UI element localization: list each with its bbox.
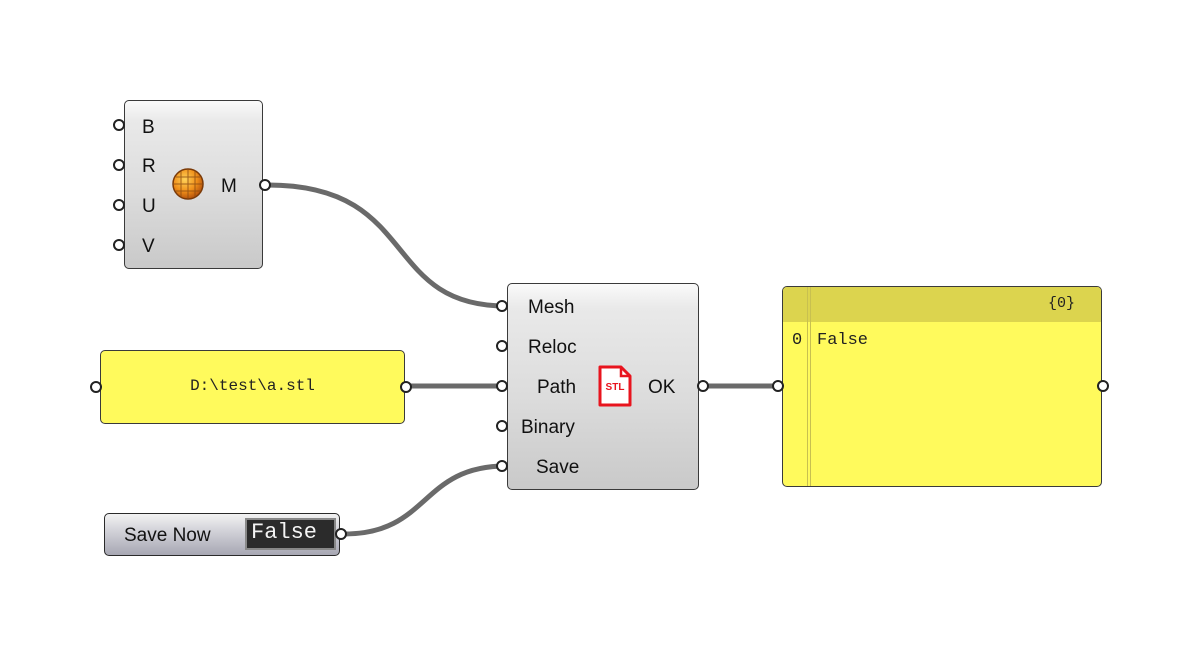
input-grip-u[interactable] [113,199,125,211]
output-label-ok: OK [648,377,676,398]
input-label-u: U [142,196,156,217]
output-panel-output-grip[interactable] [1097,380,1109,392]
input-label-path: Path [537,377,577,398]
output-label-m: M [221,176,237,197]
input-label-mesh: Mesh [528,297,575,318]
panel-index-divider-2 [810,287,811,486]
output-grip-ok[interactable] [697,380,709,392]
panel-item-value: False [817,331,869,350]
path-panel-input-grip[interactable] [90,381,102,393]
input-grip-r[interactable] [113,159,125,171]
input-label-save: Save [536,457,580,478]
input-grip-mesh[interactable] [496,300,508,312]
panel-header [783,287,1101,322]
path-panel-output-grip[interactable] [400,381,412,393]
save-now-toggle[interactable]: Save Now False [104,513,340,556]
toggle-value[interactable]: False [245,518,336,550]
toggle-output-grip[interactable] [335,528,347,540]
mesh-sphere-icon [171,167,205,201]
input-grip-binary[interactable] [496,420,508,432]
input-grip-v[interactable] [113,239,125,251]
input-grip-save[interactable] [496,460,508,472]
input-grip-reloc[interactable] [496,340,508,352]
output-panel[interactable]: {0} 0 False [782,286,1102,487]
stl-file-icon: STL [596,364,634,408]
toggle-label: Save Now [124,525,211,546]
panel-item-index: 0 [792,331,803,350]
input-label-b: B [142,117,155,138]
output-grip-m[interactable] [259,179,271,191]
stl-export-component[interactable]: Mesh Reloc Path Binary Save STL OK [507,283,699,490]
output-panel-input-grip[interactable] [772,380,784,392]
input-label-v: V [142,236,155,257]
path-value[interactable]: D:\test\a.stl [190,377,315,395]
input-label-binary: Binary [521,417,575,438]
input-grip-path[interactable] [496,380,508,392]
input-grip-b[interactable] [113,119,125,131]
panel-path: {0} [1047,295,1075,312]
wire-mesh[interactable] [267,182,507,309]
path-panel[interactable]: D:\test\a.stl [100,350,405,424]
wire-save[interactable] [343,463,507,537]
stl-icon-text: STL [605,382,625,393]
input-label-reloc: Reloc [528,337,577,358]
input-label-r: R [142,156,156,177]
panel-index-divider [807,287,808,486]
mesh-sphere-component[interactable]: B R U V M [124,100,263,269]
